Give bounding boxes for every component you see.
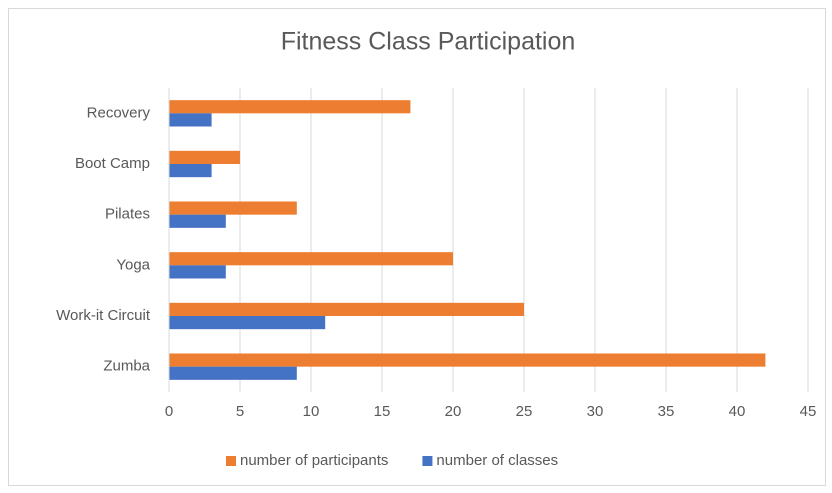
legend-swatch — [422, 456, 433, 466]
x-tick-label: 45 — [800, 403, 817, 420]
legend-label: number of classes — [436, 452, 558, 469]
bar — [169, 353, 766, 367]
y-tick-label: Pilates — [105, 206, 150, 223]
x-tick-label: 15 — [374, 403, 391, 420]
y-tick-label: Boot Camp — [75, 155, 150, 172]
legend-swatch — [226, 456, 236, 466]
y-tick-label: Yoga — [116, 256, 150, 273]
x-tick-label: 20 — [445, 403, 462, 420]
bar — [169, 201, 297, 215]
legend-label: number of participants — [240, 452, 388, 469]
bar — [169, 100, 411, 114]
bar — [169, 265, 226, 279]
x-tick-label: 5 — [236, 403, 244, 420]
y-tick-label: Zumba — [103, 358, 150, 375]
chart-title: Fitness Class Participation — [281, 28, 576, 56]
bar — [169, 150, 240, 164]
bar — [169, 252, 453, 266]
x-tick-label: 0 — [165, 403, 173, 420]
bar — [169, 366, 297, 380]
x-tick-label: 35 — [658, 403, 675, 420]
bar — [169, 214, 226, 228]
bar — [169, 164, 212, 178]
x-tick-label: 30 — [587, 403, 604, 420]
bar — [169, 316, 326, 330]
bar — [169, 302, 524, 316]
x-tick-label: 25 — [516, 403, 533, 420]
y-tick-label: Recovery — [87, 104, 151, 121]
chart-border — [8, 8, 826, 486]
bar — [169, 113, 212, 127]
x-tick-label: 10 — [303, 403, 320, 420]
x-tick-label: 40 — [729, 403, 746, 420]
y-tick-label: Work-it Circuit — [56, 307, 151, 324]
